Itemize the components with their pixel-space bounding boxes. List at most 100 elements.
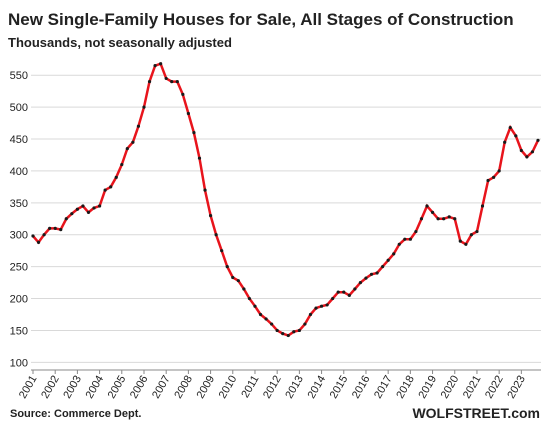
x-tick-label: 2021 <box>461 374 484 401</box>
y-tick-label: 150 <box>10 325 28 337</box>
data-point <box>464 242 468 246</box>
data-point <box>297 328 301 333</box>
data-point <box>48 226 52 230</box>
data-point <box>364 276 368 280</box>
data-point <box>92 206 96 210</box>
data-point <box>480 204 485 208</box>
x-tick-label: 2015 <box>328 374 351 401</box>
data-point <box>503 140 507 144</box>
data-point <box>147 80 152 84</box>
x-tick-label: 2012 <box>261 374 284 401</box>
data-point <box>508 125 512 130</box>
x-tick-label: 2019 <box>417 374 440 401</box>
data-point <box>258 312 263 317</box>
data-point <box>125 147 129 151</box>
data-point <box>353 287 357 291</box>
data-point <box>142 105 146 109</box>
data-point <box>208 213 213 218</box>
data-point <box>31 234 35 238</box>
data-point <box>442 217 446 221</box>
data-point <box>136 124 141 128</box>
data-point <box>453 217 457 221</box>
data-point <box>419 217 424 221</box>
data-point <box>170 80 174 84</box>
data-point <box>64 217 68 221</box>
data-point <box>231 275 235 280</box>
data-point <box>519 148 523 153</box>
data-point <box>342 290 346 294</box>
data-point <box>425 204 429 208</box>
data-point <box>53 226 57 230</box>
data-point <box>414 229 418 234</box>
data-point <box>486 178 490 183</box>
y-tick-label: 100 <box>10 357 28 369</box>
data-point <box>397 242 401 246</box>
chart-subtitle: Thousands, not seasonally adjusted <box>8 35 232 50</box>
source: Source: Commerce Dept. <box>10 408 141 420</box>
data-point <box>175 80 179 84</box>
data-point <box>242 287 246 291</box>
data-point <box>236 279 240 283</box>
x-tick-label: 2022 <box>483 373 506 400</box>
x-tick-label: 2006 <box>128 374 151 401</box>
data-point <box>336 290 340 294</box>
chart-title: New Single-Family Houses for Sale, All S… <box>8 10 514 29</box>
x-tick-label: 2020 <box>439 374 462 401</box>
data-point <box>247 296 252 301</box>
data-point <box>514 134 518 138</box>
data-point <box>42 233 46 237</box>
data-point <box>120 162 124 167</box>
y-tick-label: 250 <box>10 262 28 274</box>
x-tick-label: 2017 <box>372 374 395 401</box>
data-point <box>530 150 535 154</box>
x-tick-label: 2001 <box>17 374 40 401</box>
data-point <box>86 210 91 215</box>
data-point <box>469 233 474 237</box>
brand: WOLFSTREET.com <box>412 405 540 421</box>
x-tick-label: 2013 <box>283 374 306 401</box>
x-tick-label: 2007 <box>150 374 173 401</box>
y-tick-label: 300 <box>10 230 28 242</box>
data-point <box>114 175 118 179</box>
data-point <box>292 330 296 334</box>
data-point <box>325 303 329 307</box>
data-point <box>181 92 185 96</box>
data-point <box>536 138 540 142</box>
data-point <box>475 229 479 234</box>
data-point <box>253 304 257 308</box>
data-point <box>81 204 85 208</box>
data-point <box>458 239 462 243</box>
data-point <box>492 175 496 179</box>
data-point <box>270 322 274 326</box>
data-point <box>369 272 374 276</box>
data-point <box>303 322 307 326</box>
data-point <box>430 210 435 215</box>
data-point <box>109 185 113 189</box>
data-point <box>264 317 268 321</box>
x-tick-label: 2005 <box>106 374 129 401</box>
data-point <box>203 188 207 192</box>
data-point <box>75 207 79 211</box>
data-point <box>403 237 407 241</box>
data-point <box>408 237 412 241</box>
x-tick-label: 2002 <box>39 374 62 401</box>
data-point <box>347 293 351 297</box>
data-point <box>331 296 335 301</box>
x-tick-label: 2010 <box>217 374 240 401</box>
data-point <box>358 280 363 285</box>
y-tick-label: 200 <box>10 294 28 306</box>
data-point <box>319 304 324 308</box>
data-point <box>59 228 63 232</box>
x-tick-label: 2004 <box>84 374 107 401</box>
data-point <box>375 271 379 275</box>
data-point <box>192 131 196 135</box>
x-tick-label: 2016 <box>350 374 373 401</box>
data-point <box>214 233 218 237</box>
data-point <box>386 258 390 262</box>
data-point <box>97 204 102 208</box>
data-point <box>36 240 41 244</box>
data-point <box>286 333 290 338</box>
data-point <box>131 140 135 144</box>
data-point <box>281 332 285 336</box>
